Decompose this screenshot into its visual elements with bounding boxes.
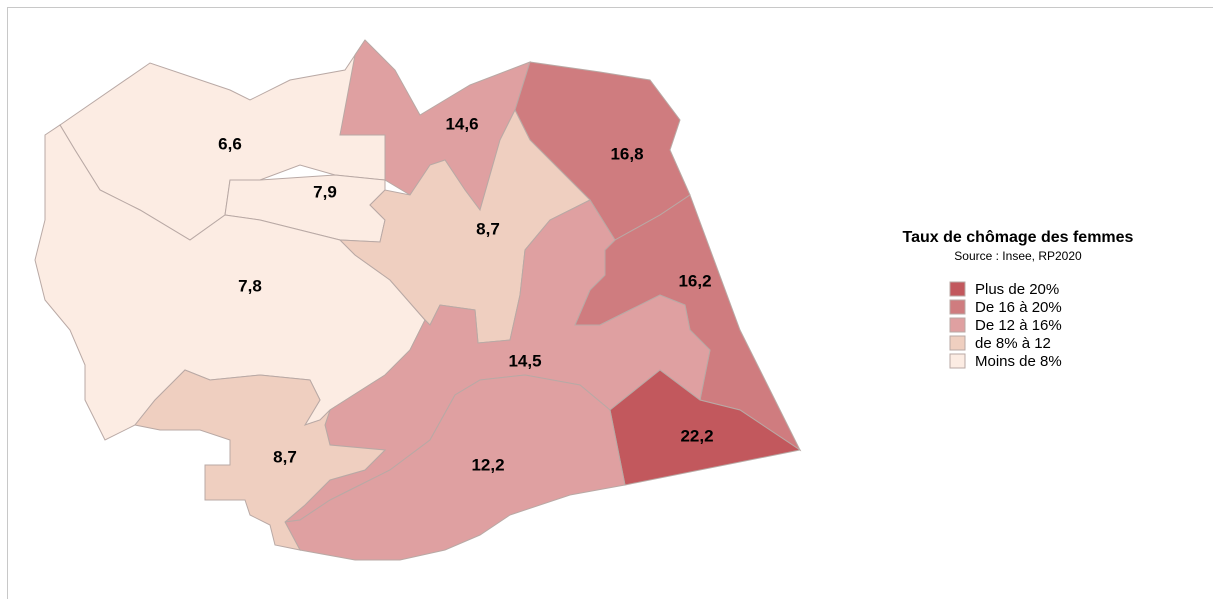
legend-label: Moins de 8%	[975, 353, 1062, 370]
region-label: 7,9	[313, 182, 337, 201]
legend-swatch	[949, 299, 966, 315]
region-label: 16,8	[610, 144, 643, 163]
region-label: 6,6	[218, 134, 242, 153]
region-label: 22,2	[680, 426, 713, 445]
region-label: 8,7	[476, 219, 500, 238]
region-label: 14,6	[445, 114, 478, 133]
legend-swatch	[949, 317, 966, 333]
frame	[7, 7, 1213, 599]
legend-swatch	[949, 335, 966, 351]
legend-source: Source : Insee, RP2020	[954, 249, 1082, 263]
region-label: 8,7	[273, 447, 297, 466]
region-label: 14,5	[508, 351, 541, 370]
legend-swatch	[949, 281, 966, 297]
legend-label: De 16 à 20%	[975, 299, 1062, 316]
labels: 6,6 7,9 7,8 14,6 16,8 8,7 16,2 14,5 22,2 12,2 8,7	[218, 114, 713, 474]
legend-label: de 8% à 12	[975, 335, 1051, 352]
legend-label: De 12 à 16%	[975, 317, 1062, 334]
legend-label: Plus de 20%	[975, 281, 1059, 298]
legend-title: Taux de chômage des femmes	[903, 229, 1134, 246]
region-label: 7,8	[238, 276, 262, 295]
legend-swatch	[949, 353, 966, 369]
region	[134, 369, 387, 551]
region-label: 16,2	[678, 271, 711, 290]
region	[284, 374, 626, 561]
regions	[34, 39, 802, 561]
legend: Plus de 20%De 16 à 20%De 12 à 16%de 8% à…	[949, 281, 1062, 370]
region-label: 12,2	[471, 455, 504, 474]
